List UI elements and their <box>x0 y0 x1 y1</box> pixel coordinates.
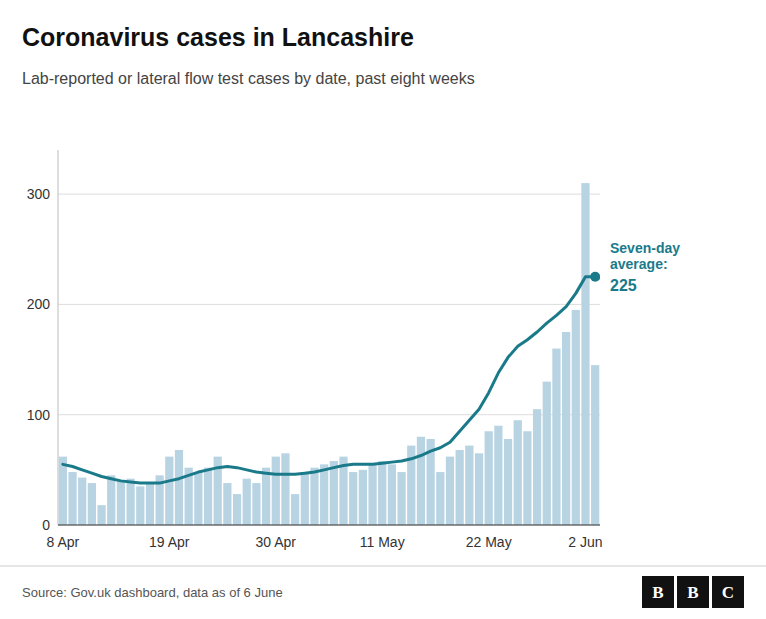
source: Source: Gov.uk dashboard, data as of 6 J… <box>22 585 283 600</box>
subtitle: Lab-reported or lateral flow test cases … <box>22 70 475 87</box>
x-axis-line <box>58 524 600 525</box>
annotation: Seven-day <box>610 240 680 256</box>
grid <box>58 194 600 525</box>
bar <box>97 505 105 525</box>
bar <box>59 457 67 525</box>
bar <box>475 453 483 525</box>
bar <box>533 409 541 525</box>
bar <box>417 437 425 525</box>
bar <box>272 457 280 525</box>
bar <box>378 461 386 525</box>
bar <box>388 464 396 525</box>
grid-line <box>58 414 600 415</box>
bar <box>368 464 376 525</box>
bar <box>456 450 464 525</box>
x-tick-label: 30 Apr <box>256 534 297 550</box>
annotation: 225 <box>610 277 637 294</box>
title: Coronavirus cases in Lancashire <box>22 23 414 51</box>
bar <box>504 439 512 525</box>
bar <box>107 475 115 525</box>
logo-box <box>677 576 709 608</box>
footer-rule <box>0 566 766 567</box>
end-dot <box>590 272 600 282</box>
bar <box>349 472 357 525</box>
bar <box>543 382 551 525</box>
bar <box>514 420 522 525</box>
y-tick-label: 0 <box>42 517 50 533</box>
bar <box>243 479 251 525</box>
bar <box>330 461 338 525</box>
bar <box>291 494 299 525</box>
bar <box>397 472 405 525</box>
bar <box>581 183 589 525</box>
bar <box>281 453 289 525</box>
logo-letter: B <box>687 583 698 602</box>
bar <box>446 457 454 525</box>
bar <box>572 310 580 525</box>
bar <box>320 464 328 525</box>
bar <box>146 483 154 525</box>
logo-box <box>642 576 674 608</box>
average-line <box>63 277 595 483</box>
grid-line <box>58 194 600 195</box>
x-tick-label: 8 Apr <box>46 534 79 550</box>
bar <box>175 450 183 525</box>
plot-area <box>59 183 600 525</box>
y-axis-line <box>58 150 59 525</box>
bar <box>88 483 96 525</box>
bar <box>494 426 502 525</box>
bar <box>465 446 473 525</box>
bar <box>485 431 493 525</box>
y-tick-label: 100 <box>27 407 51 423</box>
bar <box>262 468 270 525</box>
bar <box>204 468 212 525</box>
bar <box>436 472 444 525</box>
bar <box>136 486 144 525</box>
background <box>0 0 766 619</box>
grid-line <box>58 304 600 305</box>
bar <box>523 431 531 525</box>
bar <box>165 457 173 525</box>
x-tick-label: 2 Jun <box>568 534 602 550</box>
logo-letter: B <box>652 583 663 602</box>
chart: Coronavirus cases in Lancashire Lab-repor… <box>0 0 766 619</box>
annotation: average: <box>610 256 668 272</box>
bar <box>591 365 599 525</box>
bar <box>252 483 260 525</box>
bar <box>68 472 76 525</box>
x-tick-label: 19 Apr <box>149 534 190 550</box>
bar <box>117 481 125 525</box>
x-tick-label: 11 May <box>360 534 405 550</box>
bar <box>562 332 570 525</box>
grid-line <box>58 525 600 526</box>
logo-letter: C <box>722 583 734 602</box>
bar <box>301 472 309 525</box>
x-tick-label: 22 May <box>466 534 512 550</box>
bar <box>310 468 318 525</box>
bar <box>78 478 86 525</box>
bar <box>194 472 202 525</box>
y-tick-label: 200 <box>27 296 51 312</box>
bar <box>126 479 134 525</box>
bar <box>233 494 241 525</box>
bar <box>223 483 231 525</box>
bar <box>359 470 367 525</box>
logo-box <box>712 576 744 608</box>
y-tick-label: 300 <box>27 186 51 202</box>
bar <box>552 349 560 525</box>
